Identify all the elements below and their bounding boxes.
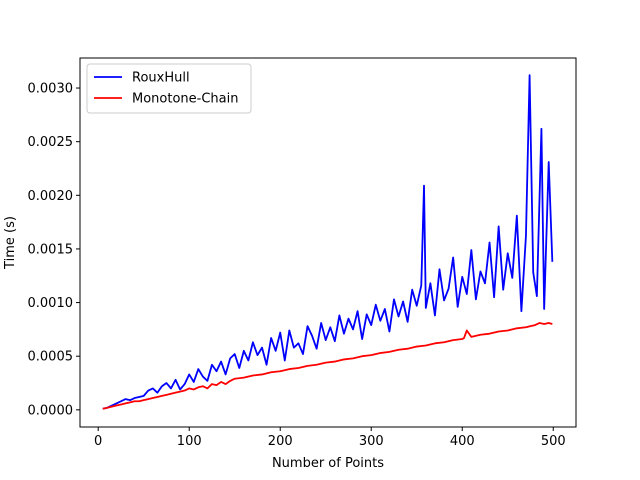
legend-label-rouxhull: RouxHull [132,71,190,86]
y-tick-label: 0.0025 [28,135,74,150]
legend-label-monotone-chain: Monotone-Chain [132,92,238,107]
x-tick-label: 500 [541,434,566,449]
x-axis-label: Number of Points [272,456,384,471]
y-tick-label: 0.0000 [28,403,74,418]
x-tick-label: 300 [359,434,384,449]
axis-ticks: 0 100 200 300 400 500 0.0000 0.0005 0.0010 0.0015… [28,82,566,449]
y-tick-label: 0.0020 [28,189,74,204]
x-tick-label: 200 [268,434,293,449]
legend-box [86,63,252,114]
y-tick-label: 0.0015 [28,242,74,257]
y-tick-label: 0.0005 [28,350,74,365]
plot-frame [79,57,577,428]
x-tick-label: 100 [177,434,202,449]
y-axis-label: Time (s) [3,216,18,270]
y-tick-label: 0.0030 [28,82,74,97]
legend: RouxHull Monotone-Chain [86,63,252,114]
series-line-rouxhull [102,74,554,410]
y-tick-label: 0.0010 [28,296,74,311]
plot-area [102,74,554,410]
x-tick-label: 400 [450,434,475,449]
series-line-monotone-chain [102,322,553,410]
x-tick-label: 0 [94,434,102,449]
